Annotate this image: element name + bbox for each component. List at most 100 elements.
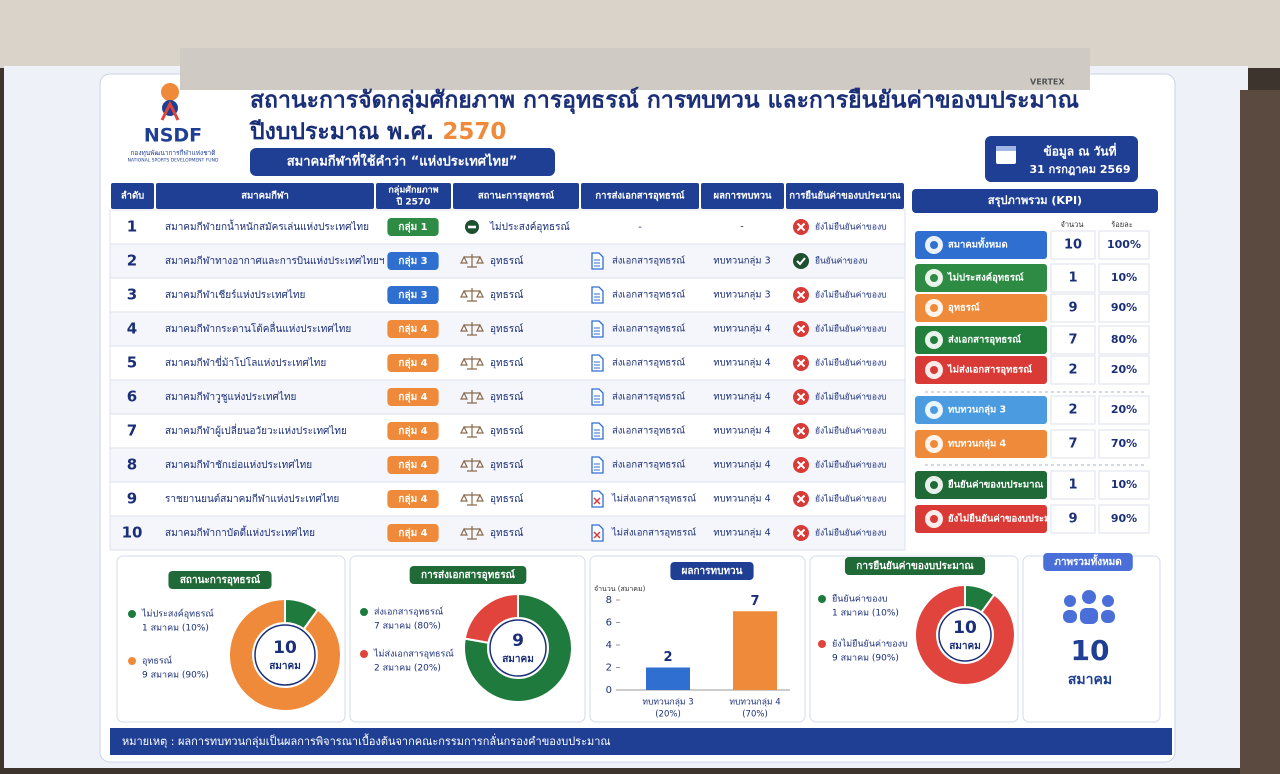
curtain: [1240, 90, 1280, 774]
row-number: 2: [127, 252, 137, 270]
review-result: ทบทวนกลุ่ม 4: [713, 324, 770, 335]
row-number: 3: [127, 286, 137, 304]
icon-document: [591, 456, 604, 474]
donut-segment: [463, 592, 573, 703]
x-tick-label: ทบทวนกลุ่ม 4: [729, 698, 780, 708]
donut-segment: [228, 597, 342, 712]
kpi-label-pill: [915, 505, 1047, 533]
kpi-label: ยังไม่ยืนยันค่าของบประมาณ: [948, 513, 1065, 525]
icon-document: [591, 286, 604, 304]
kpi-icon-dot: [930, 366, 938, 374]
kpi-count-box: [1050, 429, 1096, 459]
legend-dot: [360, 608, 368, 616]
table-header-text: การยืนยันค่าของบประมาณ: [789, 190, 901, 202]
icon-document-lines: [594, 395, 600, 403]
icon-cross-mark: [796, 528, 806, 538]
kpi-percent: 80%: [1111, 333, 1137, 346]
chart-title-pill: [168, 571, 272, 589]
donut-center-value: 9: [512, 631, 524, 651]
review-result: ทบทวนกลุ่ม 4: [713, 426, 770, 437]
row-number: 8: [127, 456, 137, 474]
y-tick-label: 4: [606, 640, 612, 651]
appeal-status: อุทธรณ์: [490, 459, 523, 471]
kpi-label-pill: [915, 264, 1047, 292]
legend-label: อุทธรณ์: [142, 655, 172, 667]
kpi-icon-dot: [930, 440, 938, 448]
review-result: ทบทวนกลุ่ม 4: [713, 528, 770, 539]
icon-document: [591, 490, 604, 508]
row-number: 4: [127, 320, 137, 338]
kpi-label-pill: [915, 294, 1047, 322]
icon-scale: [460, 356, 484, 370]
y-axis-label: จำนวน (สมาคม): [594, 585, 646, 593]
kpi-label-pill: [915, 396, 1047, 424]
row-number: 6: [127, 388, 137, 406]
icon-document: [591, 388, 604, 406]
legend-value: 1 สมาคม (10%): [142, 624, 209, 634]
review-result: ทบทวนกลุ่ม 4: [713, 460, 770, 471]
confirm-status: ยังไม่ยืนยันค่าของบ: [815, 460, 887, 471]
kpi-column: จำนวน: [1060, 220, 1083, 229]
date: 31 กรกฎาคม 2569: [1030, 163, 1131, 176]
people-icon-head: [1064, 595, 1076, 607]
table-header-cell: [453, 183, 579, 209]
logo-text: NSDF: [144, 125, 202, 147]
table-header-text: สถานะการอุทธรณ์: [478, 190, 555, 202]
kpi-label: ทบทวนกลุ่ม 4: [948, 439, 1007, 450]
people-icon-body: [1101, 610, 1115, 623]
legend-label: ยืนยันค่าของบ: [832, 594, 888, 605]
table-row: [109, 481, 906, 517]
date-label: ข้อมูล ณ วันที่: [1043, 143, 1116, 160]
confirm-status: ยังไม่ยืนยันค่าของบ: [815, 392, 887, 403]
group-badge-pill: [387, 354, 439, 372]
legend-dot: [128, 610, 136, 618]
table-header-cell: [111, 183, 154, 209]
table-row: [109, 447, 906, 483]
association-name: สมาคมกีฬากระดานโต้คลื่นแห่งประเทศไทย: [165, 321, 351, 335]
bar-value-label: 7: [750, 594, 759, 609]
table-header-cell: [786, 183, 904, 209]
total-unit: สมาคม: [1068, 672, 1112, 688]
table-header-cell: [581, 183, 699, 209]
row-number: 1: [127, 218, 137, 236]
kpi-count: 1: [1068, 271, 1077, 286]
kpi-percent: 100%: [1107, 238, 1141, 251]
kpi-percent-box: [1098, 395, 1150, 425]
document-status: ไม่ส่งเอกสารอุทธรณ์: [611, 527, 696, 539]
kpi-label-pill: [915, 471, 1047, 499]
group-badge-pill: [387, 490, 439, 508]
projector-brand: VERTEX: [1030, 78, 1065, 87]
group-badge-pill: [387, 456, 439, 474]
appeal-status: อุทธรณ์: [490, 255, 523, 267]
association-name: สมาคมกีฬาชักเย่อแห่งประเทศไทย: [165, 459, 312, 471]
donut-segment: [463, 592, 519, 644]
icon-cross-mark: [796, 494, 806, 504]
donut-center-label: สมาคม: [502, 654, 534, 665]
legend-label: ไม่ประสงค์อุทธรณ์: [141, 608, 214, 620]
document-status: ส่งเอกสารอุทธรณ์: [612, 459, 685, 471]
confirm-status: ยังไม่ยืนยันค่าของบ: [815, 324, 887, 335]
icon-check-mark: [796, 257, 806, 266]
kpi-percent-box: [1098, 263, 1150, 293]
review-result: ทบทวนกลุ่ม 4: [713, 392, 770, 403]
bar-value-label: 2: [663, 650, 672, 665]
kpi-count: 7: [1068, 333, 1077, 348]
confirm-status: ยังไม่ยืนยันค่าของบ: [815, 494, 887, 505]
kpi-label-pill: [915, 356, 1047, 384]
row-number: 7: [127, 422, 137, 440]
donut-center-label: สมาคม: [269, 661, 301, 672]
logo-english: NATIONAL SPORTS DEVELOPMENT FUND: [128, 158, 219, 164]
donut-hole: [938, 608, 992, 662]
kpi-count: 9: [1068, 301, 1077, 316]
table-header-text: สมาคมกีฬา: [241, 190, 289, 202]
kpi-percent-box: [1098, 429, 1150, 459]
kpi-count: 2: [1068, 363, 1077, 378]
icon-scale: [460, 458, 484, 472]
icon-document-lines: [594, 327, 600, 335]
table-row: [109, 277, 906, 313]
donut-hole: [489, 619, 547, 677]
group-badge-pill: [387, 320, 439, 338]
confirm-status: ยังไม่ยืนยันค่าของบ: [815, 426, 887, 437]
kpi-percent: 70%: [1111, 437, 1137, 450]
